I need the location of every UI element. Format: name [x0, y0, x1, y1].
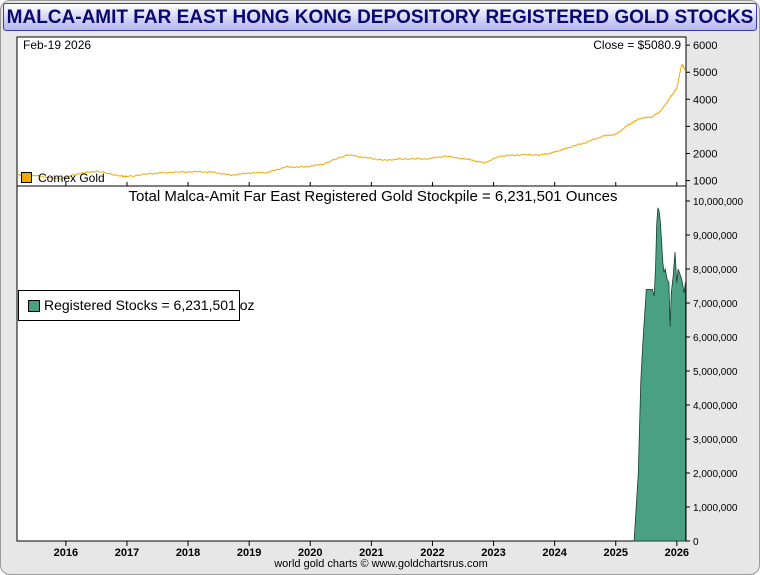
stockpile-title: Total Malca-Amit Far East Registered Gol…: [129, 188, 618, 205]
plot-background: [16, 36, 687, 542]
footer-credit: world gold charts © www.goldchartsrus.co…: [274, 558, 488, 570]
stocks-y-tick-label: 6,000,000: [693, 333, 738, 344]
gold-y-tick-label: 5000: [693, 67, 717, 79]
stocks-y-tick-label: 0: [693, 537, 699, 548]
stocks-y-tick-label: 7,000,000: [693, 299, 738, 310]
stocks-y-tick-label: 3,000,000: [693, 435, 738, 446]
x-tick-label: 2023: [481, 547, 505, 559]
gold-y-tick-label: 6000: [693, 40, 717, 52]
gold-y-tick-label: 2000: [693, 148, 717, 160]
stocks-y-tick-label: 9,000,000: [693, 231, 738, 242]
stocks-y-tick-label: 4,000,000: [693, 401, 738, 412]
page-title: MALCA-AMIT FAR EAST HONG KONG DEPOSITORY…: [3, 3, 757, 31]
stocks-legend-swatch: [28, 300, 40, 312]
x-tick-label: 2025: [603, 547, 627, 559]
stocks-y-tick-label: 8,000,000: [693, 265, 738, 276]
x-tick-label: 2019: [237, 547, 261, 559]
x-tick-label: 2020: [298, 547, 322, 559]
stocks-y-tick-label: 1,000,000: [693, 503, 738, 514]
x-tick-label: 2017: [115, 547, 139, 559]
stocks-legend-label: Registered Stocks = 6,231,501 oz: [44, 297, 255, 313]
gold-y-tick-label: 4000: [693, 94, 717, 106]
registered-stocks-area: [633, 207, 686, 542]
close-price-label: Close = $5080.9: [593, 38, 681, 52]
stocks-legend: Registered Stocks = 6,231,501 oz: [18, 290, 255, 321]
gold-legend-label: Comex Gold: [38, 171, 105, 185]
stocks-y-tick-label: 2,000,000: [693, 469, 738, 480]
x-tick-label: 2016: [54, 547, 78, 559]
x-tick-label: 2026: [665, 547, 689, 559]
gold-legend: Comex Gold: [21, 171, 105, 185]
gold-legend-swatch: [21, 172, 32, 183]
date-label: Feb-19 2026: [23, 38, 92, 52]
x-tick-label: 2024: [542, 547, 567, 559]
stocks-y-tick-label: 10,000,000: [693, 197, 743, 208]
x-tick-label: 2021: [359, 547, 383, 559]
gold-price-line: [16, 63, 686, 180]
gold-y-tick-label: 1000: [693, 176, 717, 188]
stocks-y-tick-label: 5,000,000: [693, 367, 738, 378]
x-tick-label: 2018: [176, 547, 200, 559]
x-tick-label: 2022: [420, 547, 444, 559]
gold-y-tick-label: 3000: [693, 121, 717, 133]
